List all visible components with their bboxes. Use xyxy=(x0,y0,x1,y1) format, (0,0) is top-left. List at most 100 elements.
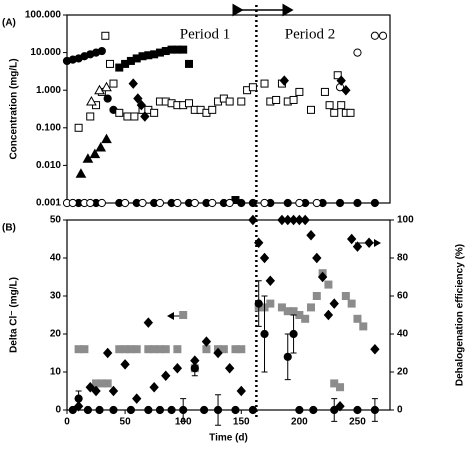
point xyxy=(219,345,228,354)
point xyxy=(333,71,342,80)
point xyxy=(336,383,345,392)
point xyxy=(132,393,142,404)
x-tick-label: 150 xyxy=(233,417,250,428)
point xyxy=(126,405,136,415)
point xyxy=(260,79,269,88)
point xyxy=(295,87,304,96)
point xyxy=(312,252,322,264)
point xyxy=(352,241,363,252)
point xyxy=(109,405,118,415)
point xyxy=(184,59,193,68)
panel-label: (A) xyxy=(2,18,16,29)
annotation: Period 2 xyxy=(285,26,335,42)
point xyxy=(323,309,334,321)
plot-frame xyxy=(66,219,391,411)
point xyxy=(335,198,345,208)
point xyxy=(74,394,83,403)
point xyxy=(128,78,138,89)
point xyxy=(254,237,264,249)
y-tick-label: 10 xyxy=(50,367,62,378)
y2-tick-label: 40 xyxy=(397,329,409,340)
point xyxy=(301,314,310,323)
point xyxy=(150,108,159,117)
y2-tick-label: 80 xyxy=(397,253,409,264)
point xyxy=(190,364,199,373)
point xyxy=(167,405,176,415)
point xyxy=(83,405,93,415)
point xyxy=(337,101,346,110)
x-axis-label: Time (d) xyxy=(209,433,248,444)
point xyxy=(94,84,105,95)
point xyxy=(237,97,246,106)
point xyxy=(300,214,310,226)
x-tick-label: 50 xyxy=(120,417,132,428)
x-tick-label: 0 xyxy=(64,417,70,428)
point xyxy=(306,105,315,114)
point xyxy=(370,405,379,415)
point xyxy=(359,322,368,331)
point xyxy=(103,94,112,103)
point xyxy=(130,112,139,121)
point xyxy=(115,108,124,117)
point xyxy=(336,75,346,86)
point xyxy=(289,95,298,104)
point xyxy=(140,111,150,122)
point xyxy=(208,198,217,208)
point xyxy=(370,343,380,355)
point xyxy=(75,168,87,178)
point xyxy=(353,48,362,57)
point xyxy=(105,59,114,68)
point xyxy=(325,101,334,110)
point xyxy=(86,198,95,208)
point xyxy=(200,405,209,415)
point xyxy=(155,198,165,208)
point xyxy=(82,153,94,163)
point xyxy=(173,198,182,208)
point xyxy=(224,362,235,374)
y2-axis-label: Dehalogenation efficiency (%) xyxy=(455,244,466,386)
y2-tick-label: 0 xyxy=(397,405,403,416)
point xyxy=(201,336,212,347)
point xyxy=(74,123,83,132)
point xyxy=(68,198,77,208)
y-tick-label: 0.010 xyxy=(36,160,61,171)
point xyxy=(149,381,159,393)
y2-tick-label: 60 xyxy=(397,291,409,302)
point xyxy=(213,347,223,359)
point xyxy=(353,405,362,415)
point xyxy=(248,198,257,208)
point xyxy=(161,370,171,382)
y-tick-label: 30 xyxy=(50,291,62,302)
point xyxy=(353,314,362,323)
point xyxy=(320,87,329,96)
point xyxy=(91,385,101,397)
point xyxy=(190,198,199,208)
point xyxy=(179,311,188,319)
point xyxy=(120,198,130,208)
point xyxy=(123,112,132,121)
point xyxy=(80,345,89,354)
point xyxy=(329,298,339,309)
point xyxy=(248,214,258,226)
point xyxy=(295,405,304,415)
point xyxy=(370,31,379,40)
point xyxy=(260,198,269,208)
point xyxy=(265,275,275,287)
point xyxy=(364,237,374,249)
point xyxy=(330,108,339,117)
point xyxy=(101,31,110,40)
point xyxy=(309,405,318,415)
point xyxy=(161,345,170,354)
point xyxy=(68,405,77,415)
panel-label: (B) xyxy=(2,223,16,234)
point xyxy=(248,83,257,92)
point xyxy=(341,84,351,96)
y2-tick-label: 100 xyxy=(397,215,414,226)
point xyxy=(144,405,153,415)
point xyxy=(95,405,104,415)
y-tick-label: 50 xyxy=(50,215,62,226)
x-tick-label: 250 xyxy=(349,417,366,428)
y-tick-label: 20 xyxy=(50,329,62,340)
